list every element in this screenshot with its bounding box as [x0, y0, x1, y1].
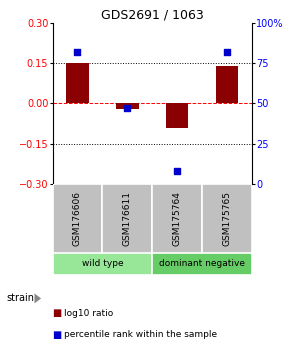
- Bar: [202, 184, 252, 253]
- Text: wild type: wild type: [82, 259, 123, 268]
- Text: strain: strain: [6, 293, 34, 303]
- Bar: [166, 103, 188, 127]
- Bar: [52, 184, 102, 253]
- Point: [125, 105, 130, 111]
- Text: GSM176606: GSM176606: [73, 191, 82, 246]
- Text: percentile rank within the sample: percentile rank within the sample: [64, 330, 218, 339]
- Text: log10 ratio: log10 ratio: [64, 309, 114, 318]
- Title: GDS2691 / 1063: GDS2691 / 1063: [101, 9, 204, 22]
- Bar: [152, 184, 202, 253]
- Point: [75, 49, 80, 55]
- Text: GSM176611: GSM176611: [123, 191, 132, 246]
- Bar: [66, 63, 89, 103]
- Text: GSM175764: GSM175764: [173, 191, 182, 246]
- Bar: [216, 66, 238, 103]
- Bar: [102, 184, 152, 253]
- Text: ■: ■: [52, 330, 62, 339]
- Text: GSM175765: GSM175765: [223, 191, 232, 246]
- Bar: [116, 103, 139, 109]
- Point: [175, 168, 180, 174]
- Text: dominant negative: dominant negative: [159, 259, 245, 268]
- Bar: [52, 253, 152, 275]
- Polygon shape: [34, 293, 41, 303]
- Point: [225, 49, 230, 55]
- Text: ■: ■: [52, 308, 62, 318]
- Bar: [152, 253, 252, 275]
